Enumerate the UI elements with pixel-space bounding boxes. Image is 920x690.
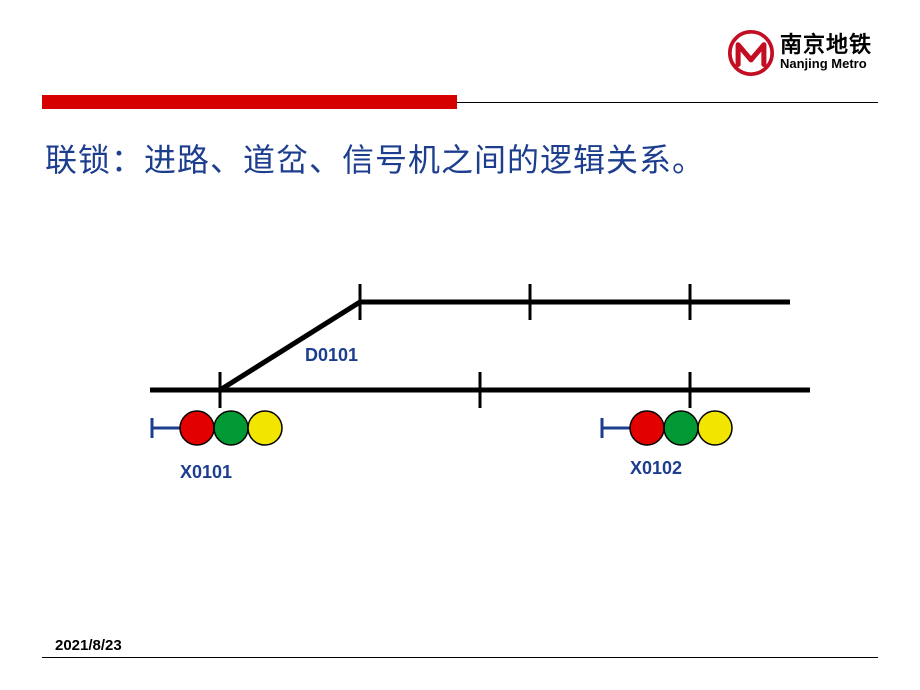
logo-text-zh: 南京地铁 [780,34,872,56]
header-accent-bar [42,95,457,109]
footer-divider [42,657,878,658]
logo-area: 南京地铁 Nanjing Metro [728,30,872,76]
footer-date: 2021/8/23 [55,637,122,654]
logo-text-en: Nanjing Metro [780,56,872,72]
slide-title: 联锁：进路、道岔、信号机之间的逻辑关系。 [45,135,705,181]
track-diagram: D0101 X0101 X0102 [130,250,810,550]
track-diagram-svg [130,250,810,550]
logo-text: 南京地铁 Nanjing Metro [780,34,872,72]
metro-logo-icon [728,30,774,76]
signal-label-x0102: X0102 [630,458,682,479]
signal-label-x0101: X0101 [180,462,232,483]
switch-label: D0101 [305,345,358,366]
